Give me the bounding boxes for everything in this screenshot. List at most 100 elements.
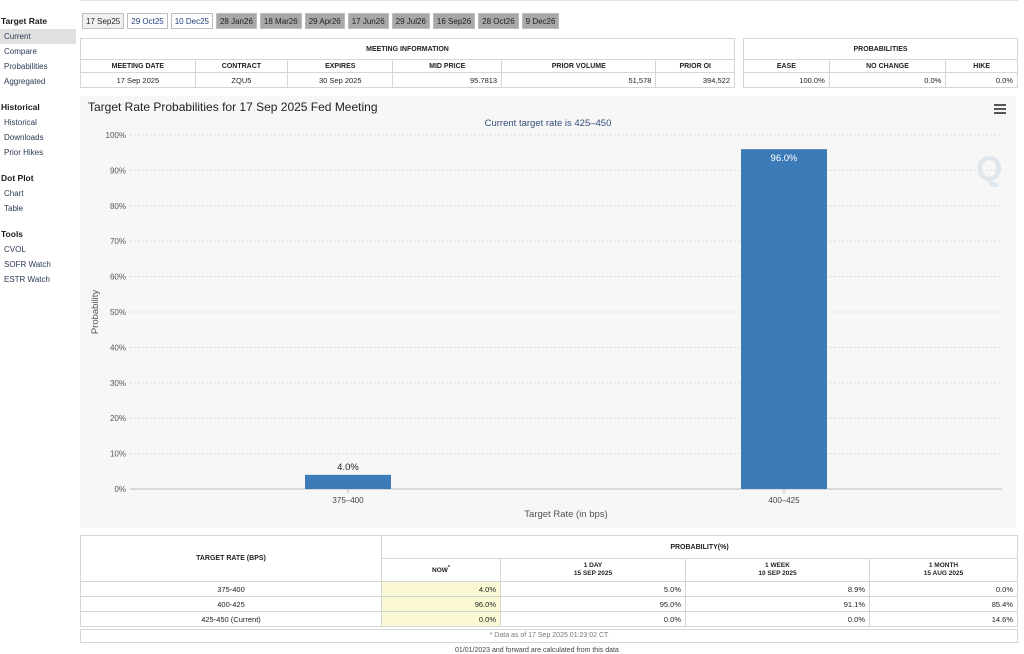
y-tick-label: 100% xyxy=(106,131,126,140)
tab-meeting[interactable]: 9 Dec26 xyxy=(521,13,560,29)
sidebar-item-sofr-watch[interactable]: SOFR Watch xyxy=(4,260,51,269)
rate-cell: 375-400 xyxy=(80,581,382,597)
bar xyxy=(741,149,827,489)
y-tick-label: 40% xyxy=(110,343,126,352)
prob-cell: 4.0% xyxy=(381,581,501,597)
table-row: 425-450 (Current) 0.0% 0.0% 0.0% 14.6% xyxy=(80,611,1018,627)
col-1-day-line2: 15 SEP 2025 xyxy=(573,570,613,577)
y-tick-label: 80% xyxy=(110,202,126,211)
y-tick-label: 10% xyxy=(110,450,126,459)
sidebar-item-prior-hikes[interactable]: Prior Hikes xyxy=(4,148,44,157)
col-mid-price: MID PRICE xyxy=(392,59,503,73)
sidebar-item-historical[interactable]: Historical xyxy=(4,118,37,127)
tab-meeting[interactable]: 18 Mar26 xyxy=(259,13,302,29)
data-label: 4.0% xyxy=(337,462,359,473)
chart-menu-icon[interactable] xyxy=(994,104,1006,116)
probabilities-caption: PROBABILITIES xyxy=(743,38,1018,60)
col-contract: CONTRACT xyxy=(194,59,289,73)
no-change-value: 0.0% xyxy=(828,72,947,88)
ease-value: 100.0% xyxy=(743,72,830,88)
bar xyxy=(305,474,391,489)
y-tick-label: 70% xyxy=(110,237,126,246)
tab-meeting[interactable]: 10 Dec25 xyxy=(170,13,213,29)
y-tick-label: 60% xyxy=(110,273,126,282)
tab-meeting[interactable]: 17 Sep25 xyxy=(82,13,125,29)
y-tick-label: 20% xyxy=(110,414,126,423)
tab-meeting[interactable]: 29 Apr26 xyxy=(304,13,345,29)
x-tick-label: 375–400 xyxy=(332,496,364,505)
table-row: 400-425 96.0% 95.0% 91.1% 85.4% xyxy=(80,596,1018,612)
prior-oi-value: 394,522 xyxy=(655,72,735,88)
prob-cell: 91.1% xyxy=(685,596,870,612)
col-ease: EASE xyxy=(743,59,830,73)
col-1-week-line2: 10 SEP 2025 xyxy=(758,570,797,577)
contract-value: ZQU5 xyxy=(194,72,289,88)
meeting-info-table: MEETING INFORMATION MEETING DATE CONTRAC… xyxy=(80,38,735,88)
col-prior-oi: PRIOR OI xyxy=(655,59,735,73)
sidebar-item-compare[interactable]: Compare xyxy=(4,47,37,56)
chart-container: 0% 10% 20% 30% 40% 50% 60% 70% 80% 90% 100% 4.0% 375… xyxy=(80,96,1016,528)
prob-cell: 14.6% xyxy=(869,611,1018,627)
prob-cell: 0.0% xyxy=(381,611,501,627)
tab-meeting[interactable]: 17 Jun26 xyxy=(347,13,389,29)
col-1-day: 1 DAY 15 SEP 2025 xyxy=(500,558,686,582)
tab-meeting[interactable]: 29 Jul26 xyxy=(391,13,430,29)
rate-cell: 400-425 xyxy=(80,596,382,612)
col-expires: EXPIRES xyxy=(287,59,394,73)
sidebar-item-table[interactable]: Table xyxy=(4,204,24,213)
data-label: 96.0% xyxy=(771,153,798,164)
chart-title: Target Rate Probabilities for 17 Sep 202… xyxy=(88,100,378,114)
meeting-info-caption: MEETING INFORMATION xyxy=(80,38,735,60)
sidebar-item-chart[interactable]: Chart xyxy=(4,189,24,198)
col-no-change: NO CHANGE xyxy=(828,59,947,73)
prob-cell: 0.0% xyxy=(685,611,870,627)
chart-subtitle: Current target rate is 425–450 xyxy=(484,118,612,129)
tab-meeting[interactable]: 28 Jan26 xyxy=(215,13,257,29)
sidebar-item-aggregated[interactable]: Aggregated xyxy=(4,77,46,86)
col-now: NOW* xyxy=(381,558,501,582)
sidebar-item-downloads[interactable]: Downloads xyxy=(4,133,44,142)
col-1-day-line1: 1 DAY xyxy=(583,562,603,569)
prob-cell: 8.9% xyxy=(685,581,870,597)
sidebar-heading-tools: Tools xyxy=(1,229,24,239)
prob-cell: 0.0% xyxy=(500,611,686,627)
watermark-logo: Q xyxy=(976,150,1003,188)
sidebar-heading-dot-plot: Dot Plot xyxy=(1,173,34,183)
x-tick-label: 400–425 xyxy=(768,496,800,505)
bar-chart: 0% 10% 20% 30% 40% 50% 60% 70% 80% 90% 100% 4.0% 375… xyxy=(90,131,1002,520)
sidebar-item-estr-watch[interactable]: ESTR Watch xyxy=(4,275,50,284)
prior-volume-value: 51,578 xyxy=(501,72,657,88)
col-1-week-line1: 1 WEEK xyxy=(765,562,790,569)
tab-meeting[interactable]: 29 Oct25 xyxy=(127,13,168,29)
rate-probability-table: TARGET RATE (BPS) PROBABILITY(%) NOW* 1 … xyxy=(80,535,1018,627)
tab-meeting[interactable]: 16 Sep26 xyxy=(432,13,476,29)
y-tick-label: 90% xyxy=(110,166,126,175)
data-footnote: * Data as of 17 Sep 2025 01:23:02 CT xyxy=(80,629,1018,643)
cutoff-note: 01/01/2023 and forward are calculated fr… xyxy=(455,647,619,654)
sidebar-item-current[interactable]: Current xyxy=(0,29,76,44)
prob-cell: 5.0% xyxy=(500,581,686,597)
col-1-month-line2: 15 AUG 2025 xyxy=(923,570,964,577)
expires-value: 30 Sep 2025 xyxy=(287,72,394,88)
sidebar-heading-target-rate: Target Rate xyxy=(1,16,48,26)
x-axis-title: Target Rate (in bps) xyxy=(524,509,607,520)
col-1-week: 1 WEEK 10 SEP 2025 xyxy=(685,558,870,582)
rate-cell: 425-450 (Current) xyxy=(80,611,382,627)
probabilities-table: PROBABILITIES EASE NO CHANGE HIKE 100.0%… xyxy=(743,38,1018,88)
prob-cell: 0.0% xyxy=(869,581,1018,597)
tab-meeting[interactable]: 28 Oct26 xyxy=(478,13,519,29)
col-meeting-date: MEETING DATE xyxy=(80,59,196,73)
probability-header: PROBABILITY(%) xyxy=(381,535,1018,559)
sidebar-heading-historical: Historical xyxy=(1,102,40,112)
sidebar-item-cvol[interactable]: CVOL xyxy=(4,245,26,254)
sidebar-item-probabilities[interactable]: Probabilities xyxy=(4,62,48,71)
meeting-tabs: 17 Sep25 29 Oct25 10 Dec25 28 Jan26 18 M… xyxy=(82,13,560,29)
top-divider xyxy=(80,0,1018,1)
col-prior-volume: PRIOR VOLUME xyxy=(501,59,657,73)
col-now-label: NOW xyxy=(432,567,448,575)
y-tick-label: 0% xyxy=(114,485,126,494)
col-now-mark: * xyxy=(447,565,450,572)
target-rate-header: TARGET RATE (BPS) xyxy=(80,535,382,582)
col-hike: HIKE xyxy=(945,59,1018,73)
mid-price-value: 95.7813 xyxy=(392,72,503,88)
